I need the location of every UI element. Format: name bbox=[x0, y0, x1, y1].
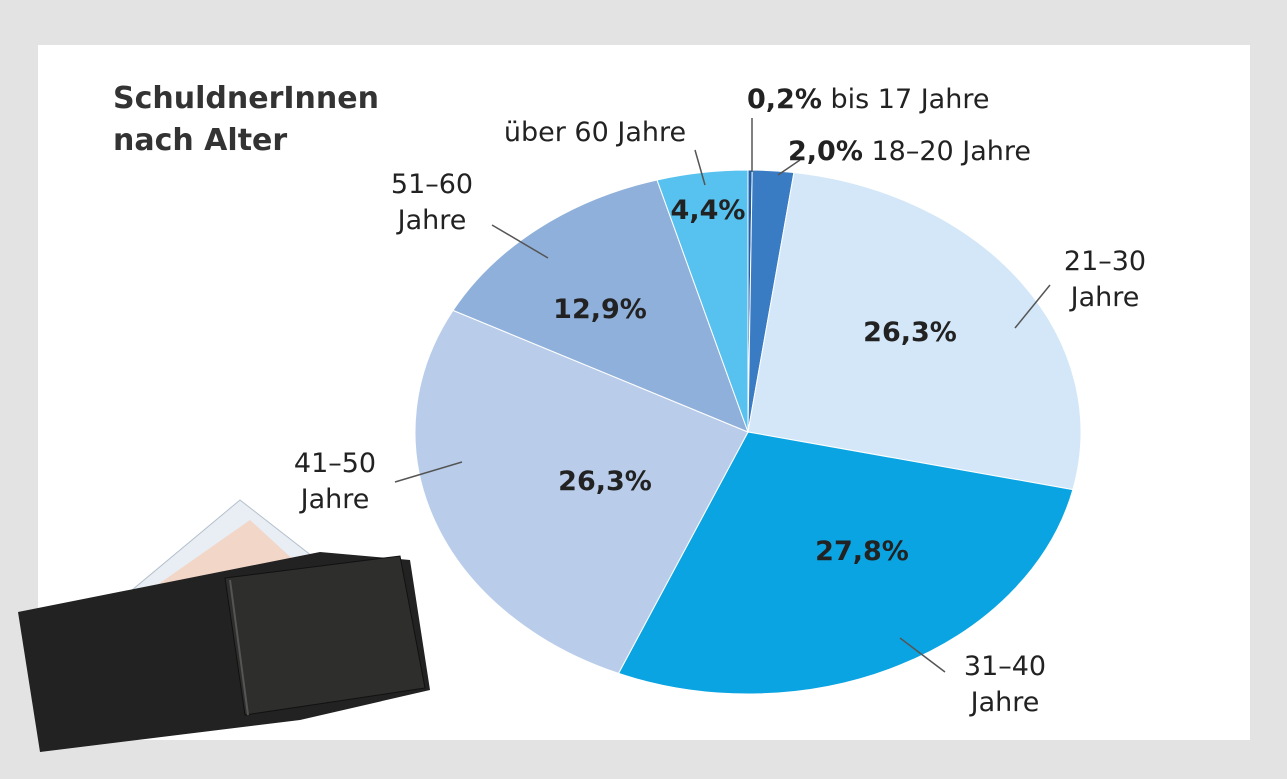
wallet bbox=[18, 500, 430, 752]
slice-label: 2,0% 18–20 Jahre bbox=[788, 134, 1031, 170]
value-label: 0,2% bbox=[747, 84, 822, 115]
category-label: 18–20 Jahre bbox=[871, 136, 1031, 167]
value-label: 12,9% bbox=[553, 292, 647, 328]
category-label: 51–60 Jahre bbox=[377, 167, 487, 239]
value-label: 27,8% bbox=[815, 534, 909, 570]
category-label: 21–30 Jahre bbox=[1050, 244, 1160, 316]
category-label: 41–50 Jahre bbox=[280, 446, 390, 518]
category-label: über 60 Jahre bbox=[504, 115, 686, 151]
value-label: 4,4% bbox=[671, 193, 746, 229]
category-label: bis 17 Jahre bbox=[830, 84, 989, 115]
value-label: 2,0% bbox=[788, 136, 863, 167]
chart: SchuldnerInnen nach Alter 0,2% bis 17 Ja… bbox=[0, 0, 1287, 779]
value-label: 26,3% bbox=[863, 315, 957, 351]
chart-title: SchuldnerInnen nach Alter bbox=[113, 78, 433, 162]
value-label: 26,3% bbox=[558, 464, 652, 500]
slice-label: 0,2% bis 17 Jahre bbox=[747, 82, 989, 118]
category-label: 31–40 Jahre bbox=[950, 649, 1060, 721]
